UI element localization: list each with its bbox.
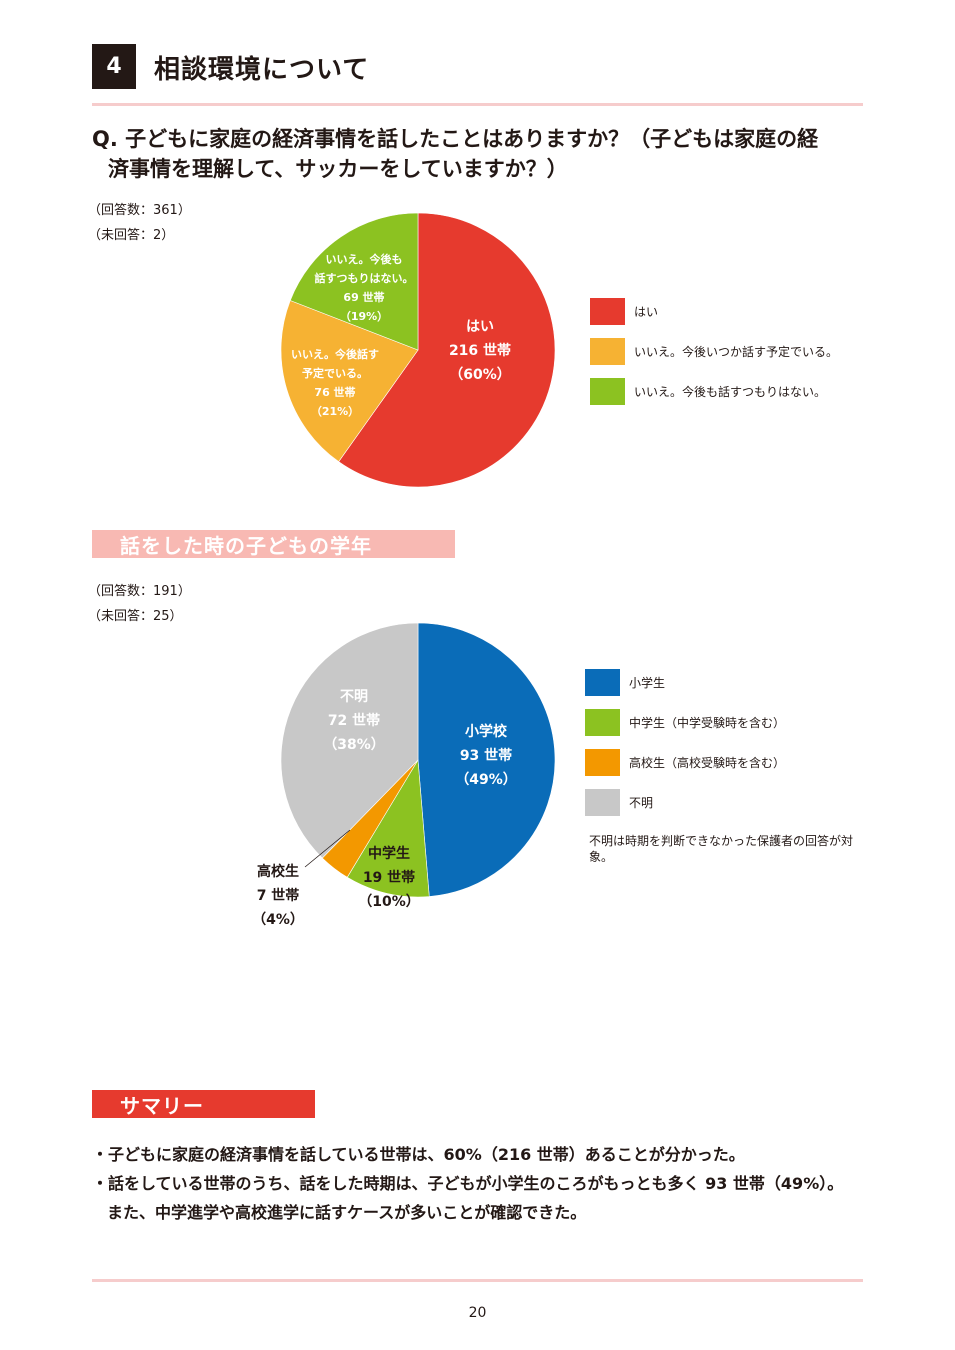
chart1-legend-swatch-2 [590, 377, 625, 405]
chart2-pie: 小学校 93 世帯（49%） 中学生 19 世帯（10%） 高校生 7 世帯（4%） 不明 7… [252, 622, 556, 928]
chart2-legend: 小学生中学生（中学受験時を含む） 高校生（高校受験時を含む） 不明 [585, 662, 785, 822]
section-title: 相談環境について [154, 55, 370, 85]
chart2-legend-label-1: 中学生（中学受験時を含む） [629, 715, 786, 730]
chart2-legend-item-3: 不明 [585, 782, 785, 822]
chart2-section-title: 話をした時の子どもの学年 [92, 530, 455, 558]
chart2-legend-item-2: 高校生（高校受験時を含む） [585, 742, 785, 782]
chart1-legend-item-0: はい [590, 291, 838, 331]
chart2-legend-label-0: 小学生 [629, 675, 666, 690]
summary-title: サマリー [92, 1090, 315, 1118]
chart2-meta: （回答数：191） （未回答：25） [88, 579, 191, 629]
chart2-slice-3 [280, 622, 419, 859]
chart2-legend-item-1: 中学生（中学受験時を含む） [585, 702, 785, 742]
chart1-slice-0 [338, 212, 556, 488]
summary-text: ・子どもに家庭の経済事情を話している世帯は、60%（216 世帯）あることが分か… [92, 1140, 882, 1227]
chart2-data-label-3: 不明 72 世帯（38%） [323, 689, 385, 753]
chart2-response-count: （回答数：191） [88, 584, 191, 599]
chart1-legend-label-1: いいえ。今後いつか話す予定でいる。 [634, 344, 839, 359]
chart2-data-label-2: 高校生 7 世帯（4%） [252, 863, 304, 928]
chart2-data-label-1: 中学生 19 世帯（10%） [358, 845, 420, 910]
chart2-legend-swatch-0 [585, 668, 620, 696]
chart2-slice-0 [417, 622, 556, 897]
question-line-2: 済事情を理解して、サッカーをしていますか？） [108, 157, 568, 181]
header-divider [92, 103, 863, 106]
chart1-response-count: （回答数：361） [88, 203, 191, 218]
summary-bullet-1: ・子どもに家庭の経済事情を話している世帯は、60%（216 世帯）あることが分か… [92, 1145, 745, 1164]
chart1-meta: （回答数：361） （未回答：2） [88, 198, 191, 248]
chart1-legend: はいいいえ。今後いつか話す予定でいる。 いいえ。今後も話すつもりはない。 [590, 291, 838, 411]
chart1-unanswered-count: （未回答：2） [88, 228, 175, 243]
chart1-data-label-0: はい 216 世帯（60%） [449, 319, 511, 383]
section-number: 4 [92, 44, 136, 89]
summary-bullet-2-continued: また、中学進学や高校進学に話すケースが多いことが確認できた。 [107, 1203, 587, 1222]
footer-divider [92, 1279, 863, 1282]
chart2-slice-1 [346, 759, 430, 898]
question-text: Q. 子どもに家庭の経済事情を話したことはありますか？（子どもは家庭の経 済事情… [92, 124, 867, 184]
chart2-data-label-0: 小学校 93 世帯（49%） [455, 723, 517, 788]
chart2-unanswered-count: （未回答：25） [88, 609, 183, 624]
chart2-legend-swatch-3 [585, 788, 620, 816]
chart1-legend-label-2: いいえ。今後も話すつもりはない。 [634, 384, 827, 399]
chart2-note: 不明は時期を判断できなかった保護者の回答が対象。 [589, 834, 854, 864]
chart1-slice-1 [280, 300, 419, 463]
chart2-legend-label-3: 不明 [629, 795, 654, 810]
chart1-data-label-1: いいえ。今後話す予定でいる。 76 世帯（21%） [291, 347, 379, 418]
chart2-legend-item-0: 小学生 [585, 662, 785, 702]
chart1-legend-item-1: いいえ。今後いつか話す予定でいる。 [590, 331, 838, 371]
chart1-pie: はい 216 世帯（60%） いいえ。今後話す予定でいる。 76 世帯（21%） いいえ… [280, 212, 556, 488]
chart2-legend-label-2: 高校生（高校受験時を含む） [629, 755, 786, 770]
page-number: 20 [468, 1305, 487, 1321]
question-line-1: Q. 子どもに家庭の経済事情を話したことはありますか？（子どもは家庭の経 [92, 127, 819, 151]
chart1-slice-2 [289, 212, 419, 351]
chart1-legend-swatch-1 [590, 337, 625, 365]
chart1-legend-label-0: はい [634, 304, 659, 319]
chart2-legend-swatch-2 [585, 748, 620, 776]
summary-bullet-2: ・話をしている世帯のうち、話をした時期は、子どもが小学生のころがもっとも多く 9… [92, 1174, 844, 1193]
chart1-legend-item-2: いいえ。今後も話すつもりはない。 [590, 371, 838, 411]
chart2-leader-line [304, 829, 351, 868]
chart2-legend-swatch-1 [585, 708, 620, 736]
chart1-data-label-2: いいえ。今後も話すつもりはない。 69 世帯（19%） [315, 252, 414, 323]
chart1-legend-swatch-0 [590, 297, 625, 325]
